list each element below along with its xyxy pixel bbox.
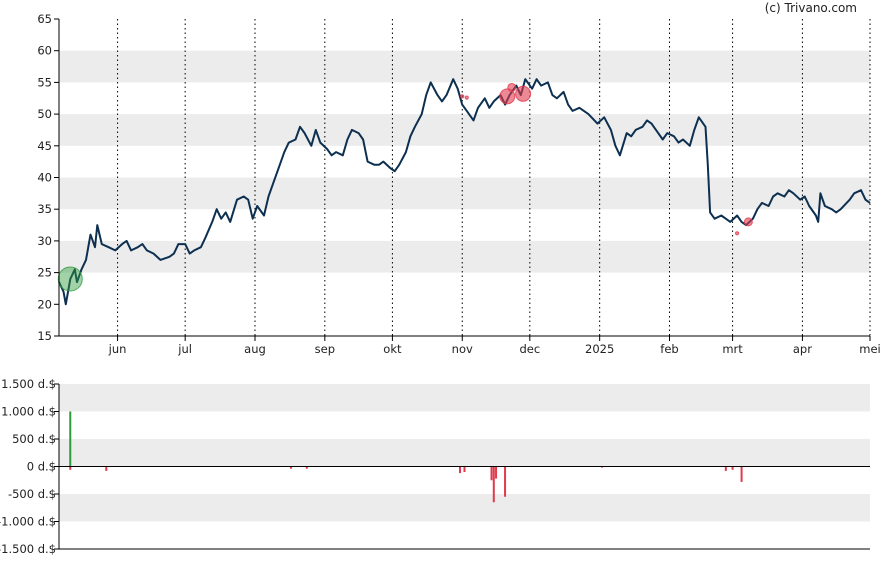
x-tick-label: mrt bbox=[722, 342, 743, 356]
sell-volume-bar bbox=[600, 466, 603, 468]
price-band bbox=[59, 50, 870, 83]
price-chart-x-axis: jun jul aug sep okt nov dec 2025 feb mrt apr mei bbox=[108, 336, 881, 356]
source-credit: (c) Trivano.com bbox=[764, 1, 857, 15]
sell-marker bbox=[507, 82, 517, 92]
buy-marker bbox=[57, 266, 83, 292]
volume-band bbox=[59, 494, 870, 522]
sell-volume-bar bbox=[740, 466, 743, 482]
volume-chart-frame bbox=[58, 384, 870, 550]
sell-volume-bar bbox=[290, 466, 293, 469]
price-band bbox=[59, 114, 870, 146]
sell-marker bbox=[464, 95, 469, 100]
volume-y-tick-label: -500 d.$ bbox=[8, 487, 56, 501]
price-chart-y-axis: 65 60 55 50 45 40 35 30 25 20 15 bbox=[37, 12, 59, 343]
x-tick-label: dec bbox=[519, 342, 540, 356]
volume-y-tick-label: -1.000 d.$ bbox=[0, 515, 56, 529]
volume-y-tick-label: -1.500 d.$ bbox=[0, 542, 56, 556]
sell-marker bbox=[460, 94, 465, 99]
x-tick-label: apr bbox=[793, 342, 812, 356]
volume-band bbox=[59, 439, 870, 467]
sell-marker bbox=[743, 217, 753, 227]
volume-y-tick-label: 500 d.$ bbox=[12, 432, 56, 446]
y-tick-label: 60 bbox=[37, 44, 52, 58]
y-tick-label: 65 bbox=[37, 12, 52, 26]
volume-y-tick-label: 1.000 d.$ bbox=[1, 405, 56, 419]
price-chart-line-layer bbox=[58, 78, 871, 306]
sell-volume-bar bbox=[463, 466, 466, 472]
sell-volume-bar bbox=[504, 466, 507, 497]
y-tick-label: 35 bbox=[37, 202, 52, 216]
price-chart-trade-markers bbox=[57, 82, 753, 292]
y-tick-label: 55 bbox=[37, 75, 52, 89]
sell-volume-bar bbox=[69, 466, 72, 470]
x-tick-label: nov bbox=[452, 342, 473, 356]
sell-volume-bar bbox=[305, 466, 308, 469]
y-tick-label: 15 bbox=[37, 329, 52, 343]
x-tick-label: sep bbox=[315, 342, 335, 356]
sell-volume-bar bbox=[731, 466, 734, 470]
price-chart-month-gridlines bbox=[117, 19, 871, 336]
sell-marker bbox=[499, 88, 516, 105]
y-tick-label: 20 bbox=[37, 297, 52, 311]
y-tick-label: 50 bbox=[37, 107, 52, 121]
y-tick-label: 30 bbox=[37, 234, 52, 248]
volume-y-tick-label: 0 d.$ bbox=[27, 460, 56, 474]
x-tick-label: jul bbox=[177, 342, 192, 356]
volume-band bbox=[59, 384, 870, 412]
x-tick-label: feb bbox=[660, 342, 678, 356]
y-tick-label: 40 bbox=[37, 171, 52, 185]
sell-volume-bar bbox=[492, 466, 495, 503]
sell-volume-bar bbox=[458, 466, 461, 474]
price-series-line bbox=[58, 78, 871, 306]
sell-marker bbox=[515, 85, 532, 102]
y-tick-label: 25 bbox=[37, 266, 52, 280]
sell-volume-bar bbox=[495, 466, 498, 479]
volume-chart-y-axis: 1.500 d.$ 1.000 d.$ 500 d.$ 0 d.$ -500 d.$ -1… bbox=[0, 377, 59, 556]
x-tick-label: aug bbox=[244, 342, 266, 356]
volume-chart-bars bbox=[69, 411, 743, 503]
price-chart-frame bbox=[58, 19, 870, 337]
sell-volume-bar bbox=[490, 466, 493, 481]
sell-marker bbox=[734, 231, 740, 236]
sell-volume-bar bbox=[105, 466, 108, 471]
x-tick-label: 2025 bbox=[585, 342, 614, 356]
volume-chart-bands bbox=[59, 384, 870, 522]
price-band bbox=[59, 240, 870, 273]
buy-volume-bar bbox=[69, 411, 72, 467]
price-chart-bands bbox=[59, 50, 870, 273]
volume-y-tick-label: 1.500 d.$ bbox=[1, 377, 56, 391]
x-tick-label: okt bbox=[383, 342, 402, 356]
y-tick-label: 45 bbox=[37, 139, 52, 153]
x-tick-label: mei bbox=[859, 342, 880, 356]
price-band bbox=[59, 177, 870, 210]
x-tick-label: jun bbox=[108, 342, 127, 356]
sell-volume-bar bbox=[724, 466, 727, 471]
